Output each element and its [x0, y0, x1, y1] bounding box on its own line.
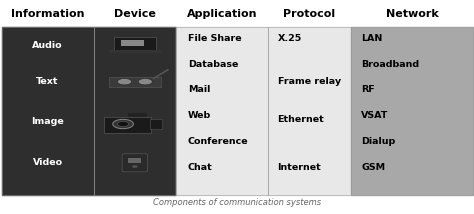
- FancyBboxPatch shape: [109, 77, 161, 87]
- Text: Video: Video: [33, 158, 63, 167]
- Bar: [176, 27, 268, 195]
- Text: RF: RF: [361, 85, 375, 95]
- Circle shape: [138, 79, 152, 85]
- Polygon shape: [121, 40, 144, 46]
- Text: Network: Network: [386, 9, 438, 19]
- Text: Text: Text: [36, 77, 59, 86]
- Text: VSAT: VSAT: [361, 111, 388, 120]
- Bar: [351, 27, 474, 195]
- Text: Ethernet: Ethernet: [278, 115, 324, 124]
- Bar: [93, 27, 176, 195]
- Text: Dialup: Dialup: [361, 137, 395, 146]
- Bar: [93, 27, 176, 195]
- Text: Web: Web: [188, 111, 211, 120]
- Text: Application: Application: [187, 9, 257, 19]
- Text: Database: Database: [188, 60, 238, 69]
- Text: LAN: LAN: [361, 34, 383, 43]
- Text: Conference: Conference: [188, 137, 248, 146]
- Bar: [150, 119, 162, 129]
- FancyBboxPatch shape: [104, 117, 151, 133]
- FancyBboxPatch shape: [114, 37, 156, 51]
- Text: File Share: File Share: [188, 34, 242, 43]
- Text: Device: Device: [114, 9, 156, 19]
- Bar: [128, 113, 146, 117]
- Text: Frame relay: Frame relay: [278, 77, 341, 86]
- Text: Broadband: Broadband: [361, 60, 419, 69]
- Bar: [128, 158, 141, 163]
- Text: Information: Information: [11, 9, 84, 19]
- Bar: [268, 27, 351, 195]
- Text: GSM: GSM: [361, 163, 385, 172]
- Circle shape: [132, 165, 138, 168]
- Bar: [351, 27, 474, 195]
- Circle shape: [118, 122, 129, 126]
- Bar: [176, 27, 268, 195]
- Text: Protocol: Protocol: [283, 9, 336, 19]
- Bar: [1, 27, 93, 195]
- FancyBboxPatch shape: [122, 154, 147, 172]
- Text: Audio: Audio: [32, 41, 63, 50]
- Text: Mail: Mail: [188, 85, 210, 95]
- Bar: [268, 27, 351, 195]
- Circle shape: [118, 79, 132, 85]
- Text: Image: Image: [31, 117, 64, 126]
- Bar: [109, 50, 161, 53]
- Circle shape: [113, 119, 134, 129]
- Text: Chat: Chat: [188, 163, 213, 172]
- Bar: [1, 27, 93, 195]
- Text: X.25: X.25: [278, 34, 302, 43]
- Text: Components of communication systems: Components of communication systems: [154, 198, 321, 207]
- Text: Internet: Internet: [278, 163, 321, 172]
